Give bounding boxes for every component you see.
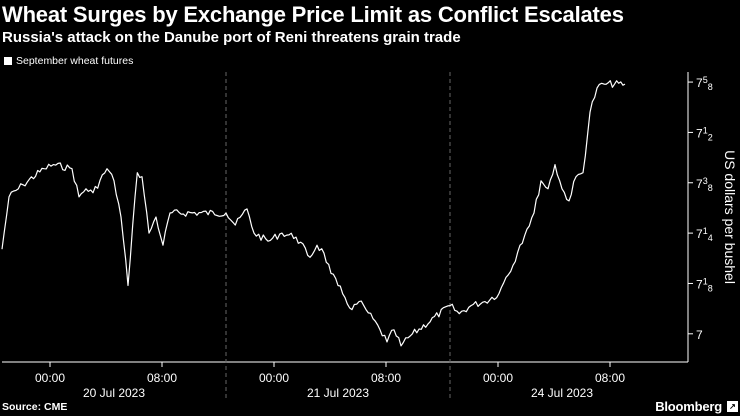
- y-tick-label: 714: [696, 226, 713, 243]
- x-tick-label: 00:00: [259, 371, 289, 385]
- y-tick-label: 712: [696, 125, 713, 142]
- x-tick-label: 00:00: [483, 371, 513, 385]
- chart-subtitle: Russia's attack on the Danube port of Re…: [2, 29, 461, 46]
- chart-title: Wheat Surges by Exchange Price Limit as …: [2, 2, 624, 27]
- x-tick-label: 08:00: [147, 371, 177, 385]
- y-tick-label: 738: [696, 176, 713, 193]
- legend-swatch: [4, 57, 12, 65]
- x-tick-label: 08:00: [371, 371, 401, 385]
- x-tick-label: 08:00: [595, 371, 625, 385]
- x-tick-label: 00:00: [35, 371, 65, 385]
- expand-icon[interactable]: ↗: [727, 401, 738, 412]
- legend: September wheat futures: [4, 55, 133, 67]
- legend-label: September wheat futures: [16, 55, 134, 67]
- y-tick-label: 7: [696, 328, 703, 342]
- x-date-label: 20 Jul 2023: [83, 386, 145, 400]
- y-axis-label: US dollars per bushel: [722, 150, 738, 284]
- source-label: Source: CME: [2, 401, 68, 413]
- x-date-label: 21 Jul 2023: [307, 386, 369, 400]
- bloomberg-logo: Bloomberg: [655, 399, 722, 414]
- y-tick-label: 758: [696, 75, 713, 92]
- y-tick-label: 718: [696, 276, 713, 293]
- x-date-label: 24 Jul 2023: [531, 386, 593, 400]
- series-line-september-wheat-futures: [1, 80, 626, 347]
